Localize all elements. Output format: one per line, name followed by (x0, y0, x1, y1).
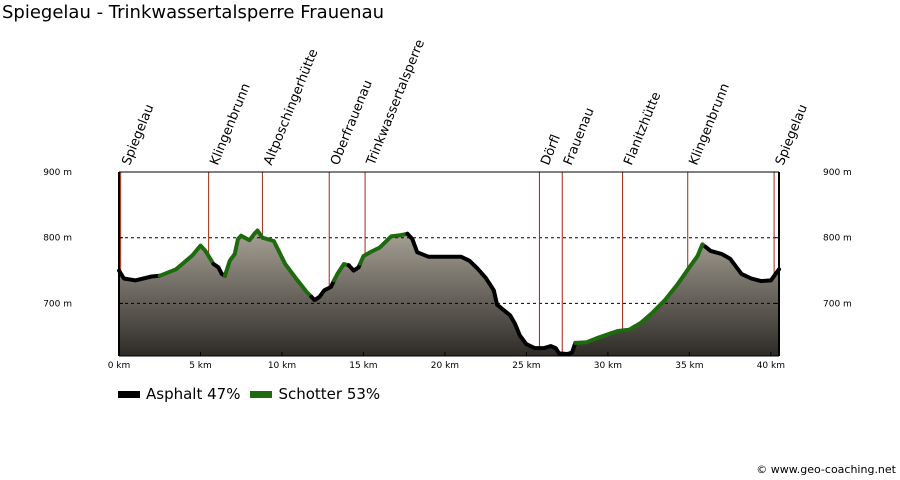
profile-segment-asphalt (309, 278, 337, 303)
waypoint-label: Trinkwassertalsperre (364, 38, 429, 169)
x-tick-label: 35 km (675, 361, 703, 371)
waypoint-label: Frauenau (561, 106, 598, 168)
profile-segment-asphalt (703, 244, 781, 284)
profile-segment-schotter (332, 262, 351, 283)
waypoint-label: Klingenbrunn (687, 81, 733, 167)
profile-segment-schotter (222, 228, 314, 299)
waypoint-label: Klingenbrunn (207, 81, 253, 167)
x-tick-label: 5 km (189, 361, 212, 371)
waypoint-label: Spiegelau (773, 102, 811, 167)
x-tick-label: 40 km (757, 361, 785, 371)
waypoint-label: Spiegelau (119, 102, 157, 167)
asphalt-swatch (118, 390, 140, 398)
waypoint-label: Altposchingerhütte (261, 47, 321, 167)
y-tick-label-left: 700 m (43, 299, 72, 309)
profile-segment-schotter (358, 231, 410, 266)
y-tick-label-right: 700 m (823, 299, 852, 309)
profile-segment-asphalt (346, 261, 363, 273)
y-tick-label-right: 900 m (823, 168, 852, 178)
chart-title: Spiegelau - Trinkwassertalsperre Frauena… (2, 2, 385, 23)
x-tick-label: 0 km (108, 361, 131, 371)
waypoint-label: Flanitzhütte (621, 90, 664, 167)
y-tick-label-right: 800 m (823, 234, 852, 244)
x-tick-label: 30 km (594, 361, 622, 371)
profile-segment-schotter (573, 242, 708, 345)
profile-segment-asphalt (405, 231, 578, 356)
y-tick-label-left: 900 m (43, 168, 72, 178)
legend-label-asphalt: Asphalt 47% (146, 385, 241, 403)
y-tick-label-left: 800 m (43, 234, 72, 244)
profile-segment-schotter (157, 243, 216, 278)
x-tick-label: 25 km (512, 361, 540, 371)
x-tick-label: 15 km (349, 361, 377, 371)
schotter-swatch (250, 390, 273, 398)
legend-label-schotter: Schotter 53% (278, 385, 381, 403)
copyright-credit: © www.geo-coaching.net (756, 463, 896, 476)
elevation-area (119, 230, 779, 356)
profile-segment-asphalt (117, 268, 162, 283)
x-tick-label: 10 km (268, 361, 296, 371)
legend-item-asphalt: Asphalt 47% (118, 385, 240, 403)
x-tick-label: 20 km (431, 361, 459, 371)
legend-item-schotter: Schotter 53% (250, 385, 380, 403)
legend: Asphalt 47% Schotter 53% (118, 385, 390, 403)
